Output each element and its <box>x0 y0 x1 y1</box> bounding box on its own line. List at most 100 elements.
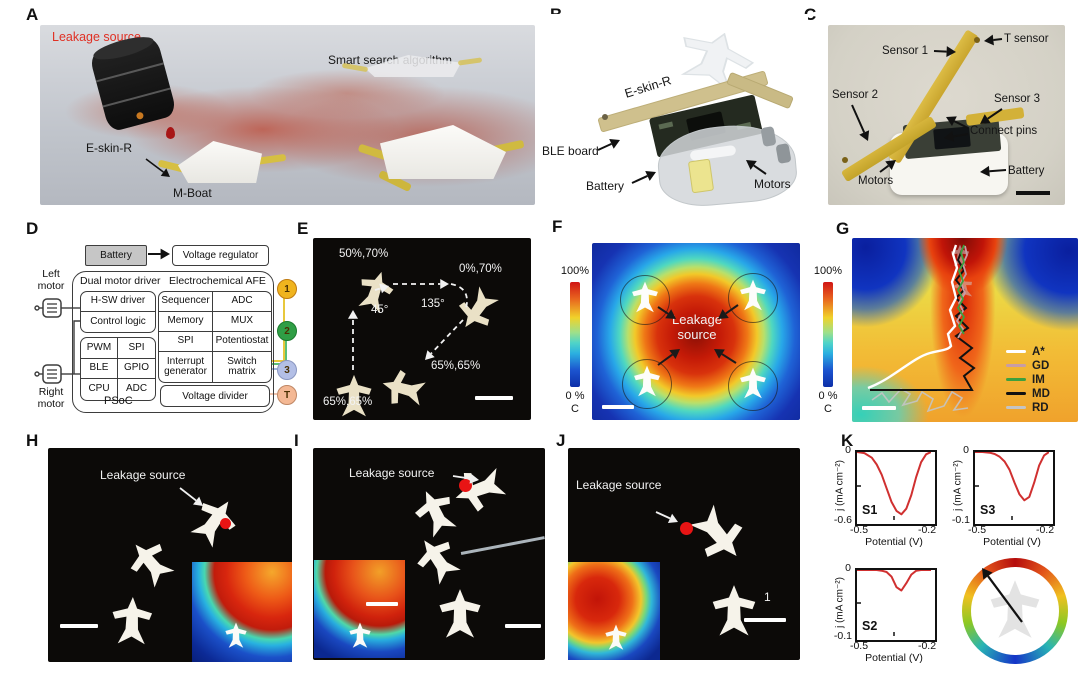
orbit-ring <box>728 273 778 323</box>
cv-curve-s1 <box>856 451 932 520</box>
boat <box>433 588 487 642</box>
voltage-regulator-box: Voltage regulator <box>172 245 269 266</box>
x-tick: -0.5 <box>849 640 869 652</box>
x-axis-label: Potential (V) <box>983 536 1041 548</box>
boat <box>116 528 186 598</box>
psoc-outline <box>72 271 274 413</box>
mcu-grid: PWM SPI BLE GPIO CPU ADC <box>80 337 156 401</box>
hsw-cell: H-SW driver <box>81 292 155 312</box>
legend-label: MD <box>1032 387 1050 400</box>
panel-label-a: A <box>26 5 39 24</box>
colorbar-max-label: 100% <box>813 265 843 277</box>
panel-b-exploded-view: E-skin-R BLE board Battery Motors <box>540 14 808 212</box>
orbit-ring <box>620 275 670 325</box>
legend-swatch <box>1006 349 1026 354</box>
mux-cell: MUX <box>213 312 271 332</box>
afe-grid: Sequencer ADC Memory MUX SPI Potentiosta… <box>158 291 272 383</box>
panel-a-scene: Leakage source Smart search algorithm E-… <box>40 25 535 205</box>
leakage-dot <box>220 518 231 529</box>
oil-barrel <box>88 32 178 133</box>
x-tick: -0.5 <box>967 524 987 536</box>
orbit-ring <box>728 361 778 411</box>
boat <box>105 595 159 649</box>
potentiostat-cell: Potentiostat <box>213 332 271 352</box>
power-label: 65%,65% <box>323 396 373 408</box>
heatmap-inset <box>568 562 660 660</box>
eskin-contact-pad <box>602 114 608 120</box>
plot-box-s1 <box>855 450 937 526</box>
sensor3-label: Sensor 3 <box>994 93 1041 105</box>
leakage-source-label: Leakage source <box>576 478 662 492</box>
interrupt-cell: Interrupt generator <box>159 352 213 382</box>
leakage-source-label: Leakage source <box>349 466 435 480</box>
legend-row: RD <box>1006 401 1050 414</box>
sequencer-cell: Sequencer <box>159 292 213 312</box>
boat <box>736 279 770 313</box>
scale-bar <box>475 396 513 400</box>
right-motor-label: Right motor <box>37 386 65 410</box>
x-tick: -0.5 <box>849 524 869 536</box>
scale-bar <box>862 406 896 410</box>
legend-label: A* <box>1032 345 1045 358</box>
boat <box>403 525 473 595</box>
afe-title: Electrochemical AFE <box>169 275 266 287</box>
boat <box>736 367 770 401</box>
mboat-label: M-Boat <box>173 186 212 200</box>
barrel-hoop <box>95 62 164 83</box>
cpu-cell: CPU <box>81 379 118 400</box>
legend-swatch <box>1006 377 1026 382</box>
scale-bar <box>744 618 786 622</box>
panel-label-g: G <box>836 219 850 238</box>
boat <box>630 365 664 399</box>
panel-label-i: I <box>294 431 299 450</box>
legend-label: GD <box>1032 359 1050 372</box>
pcb-chip <box>933 126 971 150</box>
cv-curve-s2 <box>857 569 931 636</box>
sensor-pad <box>842 157 848 163</box>
y-tick: 0 <box>845 562 851 574</box>
afe-adc-cell: ADC <box>213 292 271 312</box>
power-label: 50%,70% <box>339 248 389 260</box>
switch-matrix-cell: Switch matrix <box>227 355 257 377</box>
oil-droplet-icon <box>166 127 175 139</box>
motors-label: Motors <box>858 175 894 187</box>
panel-d-diagram: Battery Voltage regulator Dual motor dri… <box>30 233 320 425</box>
panel-f-heatmap: Leakage source <box>592 243 800 420</box>
battery-label: Battery <box>586 179 625 193</box>
panel-label-e: E <box>297 219 309 238</box>
legend-label: RD <box>1032 401 1049 414</box>
connect-pins-label: Connect pins <box>970 125 1038 137</box>
scale-bar <box>60 624 98 628</box>
colorbar-min-label: 0 % <box>565 390 585 402</box>
x-tick: -0.2 <box>917 640 937 652</box>
plot-box-s2 <box>855 568 937 642</box>
x-axis-label: Potential (V) <box>865 652 923 664</box>
dosing-stick <box>460 536 545 555</box>
x-tick: -0.2 <box>1035 524 1055 536</box>
y-tick: 0 <box>845 444 851 456</box>
trajectories <box>867 244 976 413</box>
cv-curve-s3 <box>975 451 1050 520</box>
scale-bar <box>505 624 541 628</box>
colorbar-unit-label: C <box>824 403 832 415</box>
memory-cell: Memory <box>159 312 213 332</box>
angle-label: 135° <box>421 298 445 310</box>
pwm-cell: PWM <box>81 338 118 359</box>
power-label: 0%,70% <box>459 263 502 275</box>
wheel-boat <box>983 579 1047 643</box>
boat <box>628 281 662 315</box>
battery-box-label: Battery <box>100 250 132 261</box>
boat <box>178 486 250 558</box>
pcb-pad <box>658 121 674 130</box>
colorbar <box>570 282 580 387</box>
scale-bar <box>602 405 634 409</box>
x-tick: -0.2 <box>917 524 937 536</box>
panel-h-photo: Leakage source <box>48 448 292 662</box>
voltage-divider-label: Voltage divider <box>182 390 248 402</box>
heatmap-inset <box>192 562 292 662</box>
ble-cell: BLE <box>81 358 118 380</box>
panel-label-f: F <box>552 217 563 236</box>
sensor-pad <box>974 37 980 43</box>
barrel-bung <box>135 111 145 121</box>
